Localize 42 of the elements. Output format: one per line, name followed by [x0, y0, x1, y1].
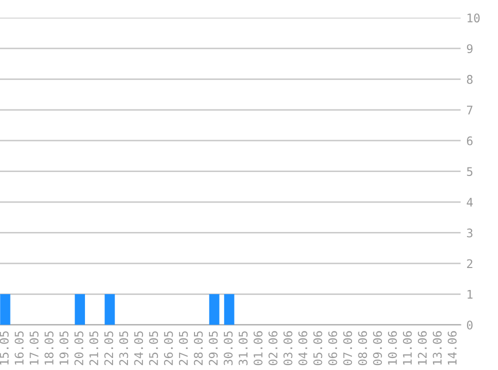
x-tick-label: 29.05 — [208, 331, 218, 366]
x-tick-label: 30.05 — [224, 331, 233, 366]
x-tick-label: 24.05 — [134, 331, 144, 366]
x-tick-label: 06.06 — [328, 331, 338, 366]
x-tick-label: 08.06 — [358, 331, 368, 366]
x-tick-label: 09.06 — [373, 331, 382, 366]
x-tick-label: 11.06 — [402, 331, 412, 365]
y-tick-label: 0 — [466, 320, 473, 330]
x-tick-label: 10.06 — [388, 331, 397, 365]
x-tick-label: 05.06 — [313, 331, 322, 366]
x-tick-label: 01.06 — [254, 331, 263, 366]
x-tick-label: 16.05 — [14, 331, 24, 365]
x-tick-label: 20.05 — [74, 331, 84, 366]
x-tick-label: 02.06 — [268, 331, 278, 366]
x-tick-label: 19.05 — [59, 331, 68, 365]
y-tick-label: 4 — [466, 198, 473, 207]
x-tick-label: 31.05 — [238, 331, 248, 366]
x-tick-label: 22.05 — [104, 331, 114, 366]
x-tick-label: 07.06 — [343, 331, 352, 366]
x-tick-label: 26.05 — [164, 331, 173, 366]
y-tick-label: 3 — [466, 228, 472, 238]
y-tick-label: 5 — [467, 167, 472, 176]
x-tick-label: 15.05 — [0, 331, 9, 365]
x-tick-label: 18.05 — [44, 331, 54, 365]
x-tick-label: 23.05 — [119, 331, 128, 366]
y-tick-label: 7 — [467, 106, 472, 114]
x-tick-label: 13.06 — [432, 331, 442, 365]
y-tick-label: 1 — [468, 290, 473, 299]
y-tick-label: 8 — [466, 74, 473, 84]
y-tick-label: 10 — [468, 14, 480, 22]
x-tick-label: 14.06 — [448, 331, 457, 365]
y-tick-label: 6 — [466, 136, 473, 146]
x-tick-label: 28.05 — [194, 331, 203, 366]
x-tick-label: 17.05 — [30, 331, 39, 365]
x-tick-label: 03.06 — [283, 331, 292, 366]
y-tick-label: 2 — [467, 259, 472, 268]
y-tick-label: 9 — [466, 44, 473, 54]
x-tick-label: 04.06 — [298, 331, 308, 366]
x-tick-label: 25.05 — [149, 331, 158, 366]
x-tick-label: 27.05 — [178, 331, 188, 366]
x-tick-label: 12.06 — [418, 331, 427, 365]
x-tick-label: 21.05 — [89, 331, 98, 366]
